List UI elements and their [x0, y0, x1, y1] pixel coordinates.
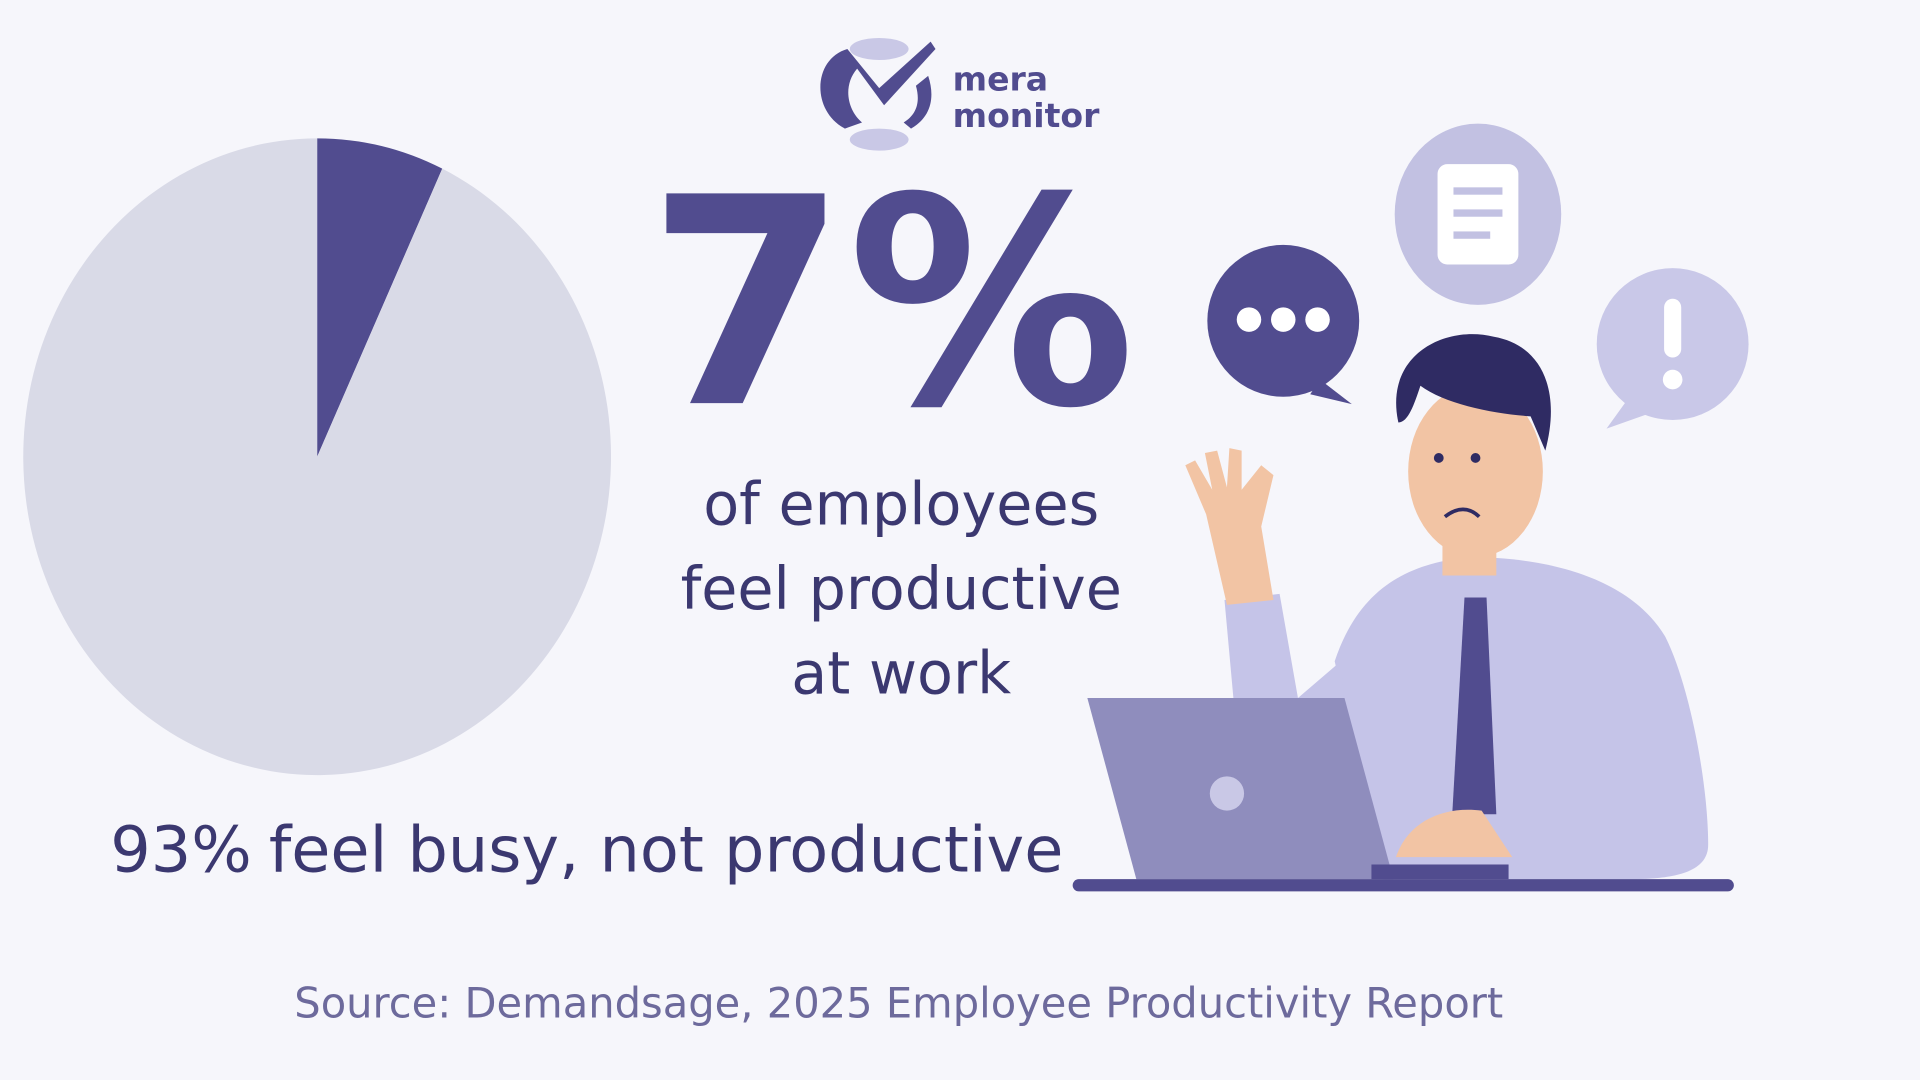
face	[1408, 385, 1543, 558]
eye	[1433, 453, 1444, 463]
alert-icon	[1662, 369, 1683, 390]
logo-text: monitor	[953, 96, 1100, 135]
source: Source: Demandsage, 2025 Employee Produc…	[294, 979, 1503, 1028]
logo-arc	[849, 128, 909, 151]
logo-mark	[820, 41, 936, 129]
hand	[1395, 809, 1513, 858]
caption-text: feel busy, not productive	[269, 813, 1064, 887]
laptop-base	[1371, 864, 1509, 880]
dot	[1236, 307, 1262, 332]
dot	[1305, 307, 1330, 332]
laptop-logo	[1209, 776, 1245, 811]
headline-line: of employees	[703, 469, 1099, 538]
pie-chart	[23, 138, 612, 776]
logo: mera monitor	[820, 37, 1100, 151]
bubble-tail	[1606, 397, 1649, 429]
raised-hand	[1185, 448, 1274, 605]
alert-icon	[1664, 298, 1682, 358]
eye	[1470, 453, 1481, 463]
doc-line	[1453, 231, 1491, 239]
doc-line	[1453, 209, 1503, 217]
shirt	[1334, 557, 1709, 880]
tie	[1452, 597, 1497, 815]
headline-value: 7%	[647, 136, 1136, 471]
illustration	[1072, 123, 1749, 892]
doc-line	[1453, 187, 1503, 195]
caption: 93% feel busy, not productive	[110, 813, 1063, 887]
bubble-tail	[1310, 379, 1352, 405]
headline-line: feel productive	[681, 554, 1122, 623]
dot	[1271, 307, 1296, 332]
mouth	[1443, 507, 1481, 519]
pie-slice	[317, 138, 443, 457]
pie-slice	[23, 138, 612, 776]
caption-value: 93%	[110, 813, 252, 887]
logo-arc	[849, 37, 909, 60]
logo-mark	[903, 75, 932, 129]
desk	[1072, 879, 1734, 892]
logo-text: mera	[953, 59, 1048, 98]
headline-line: at work	[791, 638, 1011, 707]
hair	[1396, 334, 1551, 451]
